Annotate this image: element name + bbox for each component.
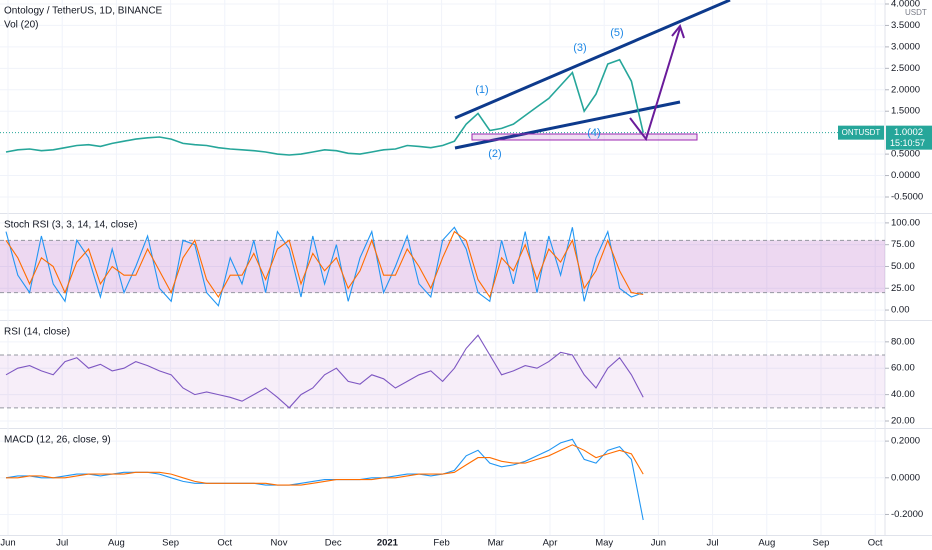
x-tick-label: Jun bbox=[651, 538, 666, 549]
y-tick-label: 0.5000 bbox=[891, 149, 920, 160]
x-tick-label: Sep bbox=[813, 538, 830, 549]
y-tick-label: 4.0000 bbox=[891, 0, 920, 10]
y-tick-label: 1.5000 bbox=[891, 106, 920, 117]
series-line bbox=[5, 334, 644, 409]
arrow-head bbox=[671, 23, 685, 39]
y-tick-label: 0.2000 bbox=[891, 436, 920, 447]
symbol-tag-label: ONTUSDT bbox=[842, 128, 881, 137]
support-box bbox=[471, 133, 698, 141]
y-tick-label: 100.00 bbox=[891, 217, 920, 228]
x-tick-label: Jun bbox=[0, 538, 15, 549]
drawings bbox=[454, 0, 731, 150]
x-tick-label: Nov bbox=[271, 538, 288, 549]
wave-label: (3) bbox=[573, 42, 586, 54]
series-line bbox=[5, 230, 644, 299]
y-tick-label: 50.00 bbox=[891, 261, 915, 272]
volume-title: Vol (20) bbox=[4, 20, 38, 31]
x-tick-label: Oct bbox=[868, 538, 883, 549]
y-tick-label: 2.5000 bbox=[891, 63, 920, 74]
y-tick-label: 80.00 bbox=[891, 336, 915, 347]
x-tick-label: Jul bbox=[56, 538, 68, 549]
x-tick-label: Apr bbox=[543, 538, 558, 549]
x-tick-label: May bbox=[595, 538, 613, 549]
wave-label: (4) bbox=[587, 127, 600, 139]
trend-line bbox=[454, 0, 731, 120]
y-tick-label: 0.00 bbox=[891, 305, 910, 316]
pane-title: Stoch RSI (3, 3, 14, 14, close) bbox=[4, 220, 137, 231]
y-tick-label: -0.2000 bbox=[891, 509, 923, 520]
x-tick-label: Oct bbox=[217, 538, 232, 549]
countdown: 15:10:57 bbox=[890, 138, 925, 148]
y-tick-label: 60.00 bbox=[891, 363, 915, 374]
x-tick-label: Aug bbox=[108, 538, 125, 549]
wave-label: (1) bbox=[475, 84, 488, 96]
y-tick-label: 3.5000 bbox=[891, 20, 920, 31]
y-tick-label: 40.00 bbox=[891, 389, 915, 400]
band-fill bbox=[0, 240, 885, 293]
wave-label: (5) bbox=[610, 27, 623, 39]
x-tick-label: Jul bbox=[707, 538, 719, 549]
x-tick-label: Mar bbox=[488, 538, 504, 549]
x-tick-label: Feb bbox=[433, 538, 449, 549]
pane-title: RSI (14, close) bbox=[4, 327, 70, 338]
x-tick-label: 2021 bbox=[377, 538, 399, 549]
y-tick-label: -0.5000 bbox=[891, 192, 923, 203]
symbol-title: Ontology / TetherUS, 1D, BINANCE bbox=[4, 6, 163, 17]
y-tick-label: 3.0000 bbox=[891, 41, 920, 52]
wave-label: (2) bbox=[488, 148, 501, 160]
y-tick-label: 2.0000 bbox=[891, 84, 920, 95]
currency: USDT bbox=[905, 8, 927, 17]
x-tick-label: Aug bbox=[758, 538, 775, 549]
projection-arrow bbox=[629, 27, 681, 142]
x-tick-label: Dec bbox=[325, 538, 342, 549]
series-line bbox=[5, 226, 644, 307]
y-tick-label: 75.00 bbox=[891, 239, 915, 250]
y-tick-label: 0.0000 bbox=[891, 170, 920, 181]
y-tick-label: 0.0000 bbox=[891, 472, 920, 483]
price-tag bbox=[886, 125, 932, 150]
price-tag-label: 1.0002 bbox=[894, 127, 923, 138]
series-line bbox=[6, 444, 644, 486]
x-tick-label: Sep bbox=[162, 538, 179, 549]
series-line bbox=[5, 58, 644, 156]
y-tick-label: 20.00 bbox=[891, 416, 915, 427]
y-tick-label: 25.00 bbox=[891, 283, 915, 294]
symbol-tag bbox=[838, 125, 884, 140]
pane-title: MACD (12, 26, close, 9) bbox=[4, 435, 111, 446]
